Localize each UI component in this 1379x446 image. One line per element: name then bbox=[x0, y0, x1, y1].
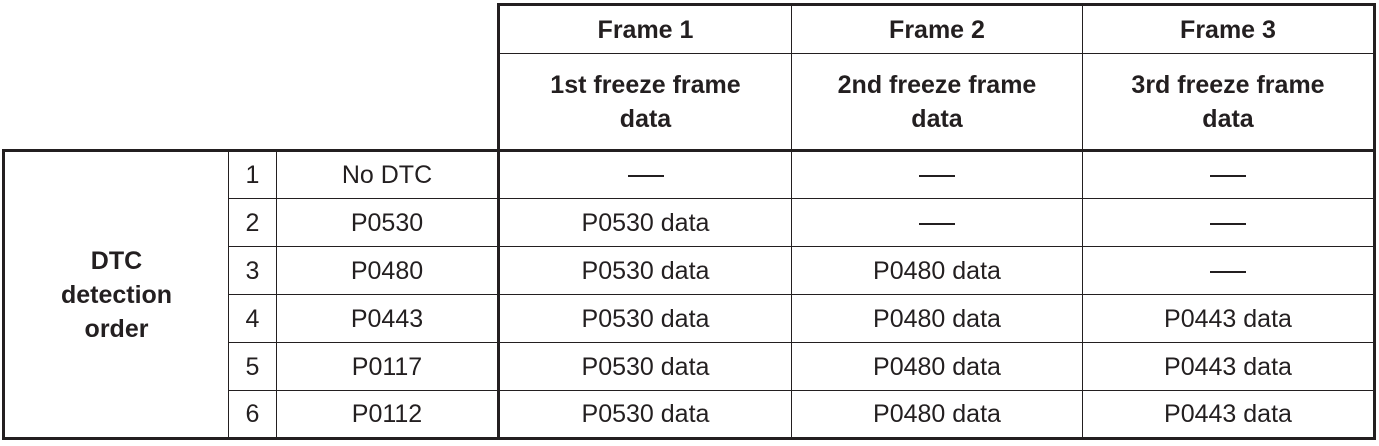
frame-2-cell: P0480 data bbox=[791, 294, 1083, 343]
frame-2-description-text: 2nd freeze frame data bbox=[837, 70, 1037, 133]
dtc-cell: P0117 bbox=[276, 342, 499, 391]
header-description-row: 1st freeze frame data 2nd freeze frame d… bbox=[4, 53, 1376, 152]
order-cell: 5 bbox=[228, 342, 277, 391]
frame-1-description: 1st freeze frame data bbox=[497, 53, 792, 152]
frame-2-cell: P0480 data bbox=[791, 342, 1083, 391]
frame-3-cell: P0443 data bbox=[1082, 342, 1376, 391]
table-row: 6 P0112 P0530 data P0480 data P0443 data bbox=[4, 390, 1376, 440]
frame-3-cell bbox=[1082, 149, 1376, 199]
header-blank-corner bbox=[4, 5, 499, 151]
frame-3-description: 3rd freeze frame data bbox=[1082, 53, 1376, 152]
frame-1-description-text: 1st freeze frame data bbox=[550, 70, 741, 133]
frame-2-cell bbox=[791, 149, 1083, 199]
empty-dash-icon bbox=[627, 175, 664, 178]
empty-dash-icon bbox=[1210, 222, 1246, 225]
dtc-cell: P0112 bbox=[276, 390, 499, 440]
order-cell: 4 bbox=[228, 294, 277, 343]
empty-dash-icon bbox=[919, 222, 955, 225]
frame-1-cell: P0530 data bbox=[497, 246, 792, 295]
dtc-cell: No DTC bbox=[276, 149, 499, 199]
dtc-cell: P0443 bbox=[276, 294, 499, 343]
frame-1-cell: P0530 data bbox=[497, 294, 792, 343]
dtc-cell: P0530 bbox=[276, 198, 499, 247]
frame-2-description: 2nd freeze frame data bbox=[791, 53, 1083, 152]
frame-2-cell: P0480 data bbox=[791, 390, 1083, 440]
table-row: 3 P0480 P0530 data P0480 data bbox=[4, 246, 1376, 295]
frame-2-cell bbox=[791, 198, 1083, 247]
order-cell: 1 bbox=[228, 149, 277, 199]
frame-3-cell bbox=[1082, 246, 1376, 295]
frame-1-cell bbox=[497, 149, 792, 199]
group-label-line: detection bbox=[60, 280, 173, 309]
frame-1-header: Frame 1 bbox=[497, 3, 792, 54]
table-row: DTC detection order 1 No DTC bbox=[2, 149, 1376, 440]
table-row: 4 P0443 P0530 data P0480 data P0443 data bbox=[4, 294, 1376, 343]
empty-dash-icon bbox=[1210, 175, 1246, 178]
table-row: 5 P0117 P0530 data P0480 data P0443 data bbox=[4, 342, 1376, 391]
header-frame-row: Frame 1 Frame 2 Frame 3 bbox=[4, 3, 1376, 54]
order-cell: 6 bbox=[228, 390, 277, 440]
frame-1-cell: P0530 data bbox=[497, 198, 792, 247]
group-label-line: order bbox=[84, 314, 149, 343]
order-cell: 3 bbox=[228, 246, 277, 295]
freeze-frame-table: Frame 1 Frame 2 Frame 3 1st freeze frame… bbox=[2, 3, 1376, 440]
frame-3-header: Frame 3 bbox=[1082, 3, 1376, 54]
empty-dash-icon bbox=[919, 175, 955, 178]
frame-2-cell: P0480 data bbox=[791, 246, 1083, 295]
empty-dash-icon bbox=[1210, 270, 1246, 273]
frame-2-header: Frame 2 bbox=[791, 3, 1083, 54]
frame-1-cell: P0530 data bbox=[497, 390, 792, 440]
frame-1-cell: P0530 data bbox=[497, 342, 792, 391]
dtc-detection-order-label: DTC detection order bbox=[2, 149, 229, 440]
frame-3-cell: P0443 data bbox=[1082, 294, 1376, 343]
frame-3-description-text: 3rd freeze frame data bbox=[1131, 70, 1325, 133]
order-cell: 2 bbox=[228, 198, 277, 247]
frame-3-cell bbox=[1082, 198, 1376, 247]
frame-3-cell: P0443 data bbox=[1082, 390, 1376, 440]
group-label-line: DTC bbox=[90, 246, 143, 275]
dtc-cell: P0480 bbox=[276, 246, 499, 295]
